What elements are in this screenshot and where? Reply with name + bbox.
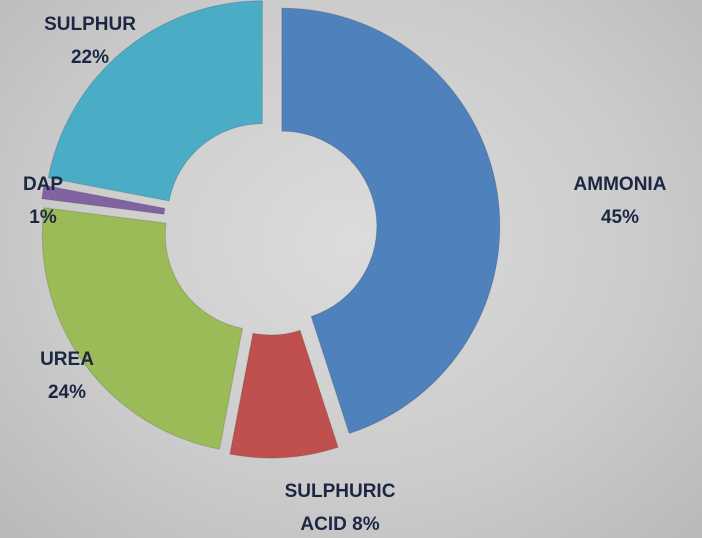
value-label: 1%	[29, 207, 57, 228]
donut-segment	[41, 184, 166, 215]
donut-segment	[47, 0, 263, 202]
data-label: DAP 1%	[3, 168, 83, 234]
category-label: AMMONIA	[573, 174, 667, 195]
category-label: UREA	[40, 349, 94, 370]
category-label: SULPHURIC ACID	[284, 481, 396, 535]
donut-segment	[229, 329, 339, 459]
category-label: DAP	[22, 174, 64, 195]
category-label: SULPHUR	[44, 14, 136, 35]
value-label: 24%	[47, 382, 87, 403]
donut-segment	[281, 7, 501, 435]
donut-segment	[41, 207, 244, 450]
data-label: UREA 24%	[7, 343, 127, 409]
data-label: SULPHURIC ACID 8%	[265, 475, 415, 538]
value-label: 45%	[600, 207, 640, 228]
data-label: SULPHUR 22%	[20, 8, 160, 74]
value-label: 22%	[70, 47, 110, 68]
data-label: AMMONIA 45%	[550, 168, 690, 234]
value-label: 8%	[352, 514, 380, 535]
